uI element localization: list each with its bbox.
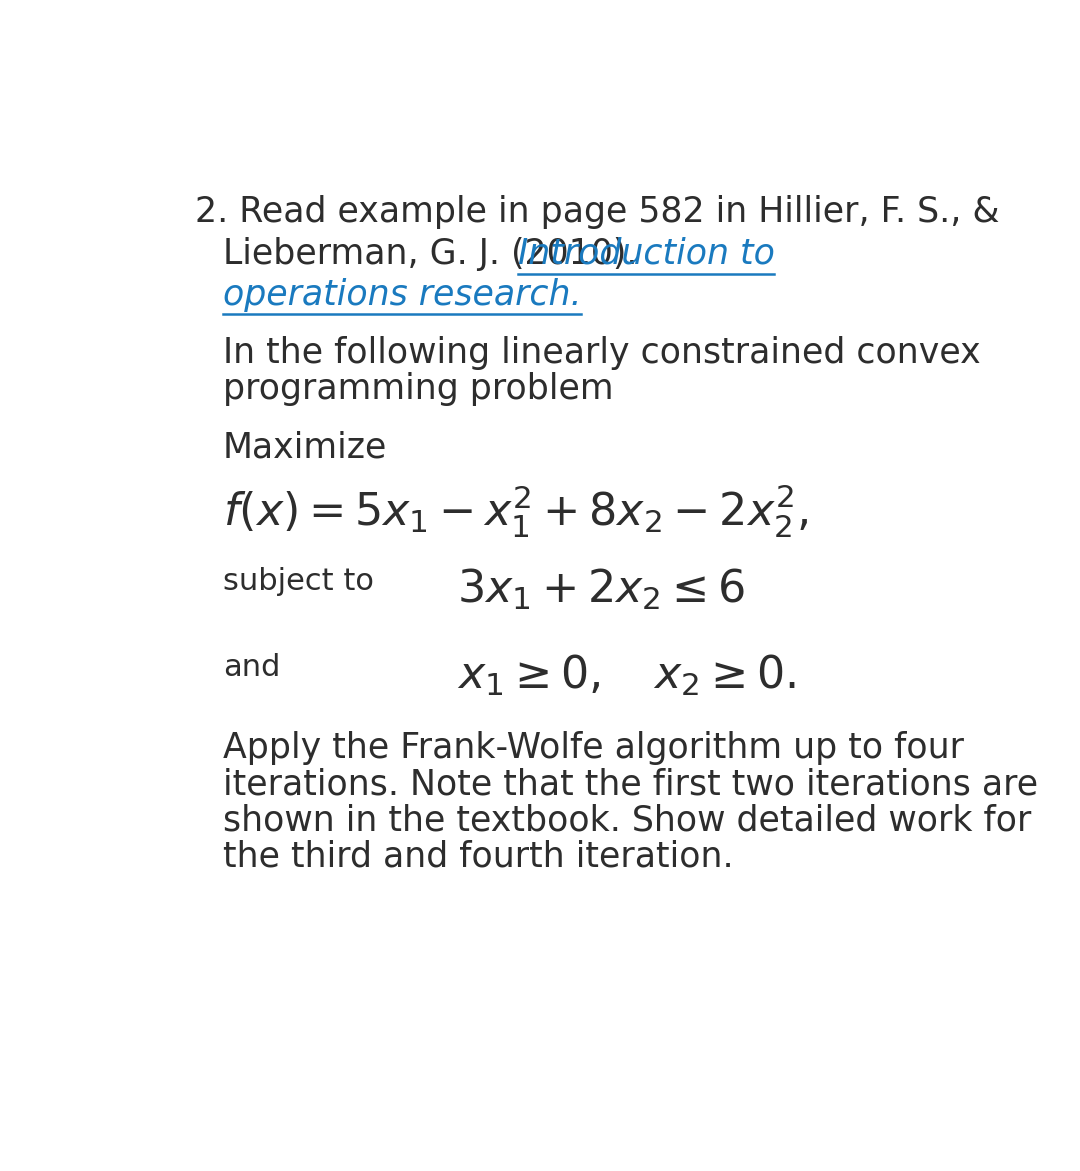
Text: $x_1 \geq 0, \quad x_2 \geq 0.$: $x_1 \geq 0, \quad x_2 \geq 0.$ [457,652,797,698]
Text: subject to: subject to [222,567,374,596]
Text: Lieberman, G. J. (2010).: Lieberman, G. J. (2010). [222,237,648,271]
Text: operations research.: operations research. [222,278,581,311]
Text: $3x_1 + 2x_2 \leq 6$: $3x_1 + 2x_2 \leq 6$ [457,567,745,612]
Text: and: and [222,652,281,682]
Text: 2. Read example in page 582 in Hillier, F. S., &: 2. Read example in page 582 in Hillier, … [195,194,1000,228]
Text: iterations. Note that the first two iterations are: iterations. Note that the first two iter… [222,767,1038,801]
Text: shown in the textbook. Show detailed work for: shown in the textbook. Show detailed wor… [222,803,1031,837]
Text: the third and fourth iteration.: the third and fourth iteration. [222,840,733,874]
Text: Introduction to: Introduction to [517,237,774,271]
Text: Apply the Frank-Wolfe algorithm up to four: Apply the Frank-Wolfe algorithm up to fo… [222,731,963,765]
Text: $f(x) = 5x_1 - x_1^2 + 8x_2 - 2x_2^2,$: $f(x) = 5x_1 - x_1^2 + 8x_2 - 2x_2^2,$ [222,484,808,540]
Text: Maximize: Maximize [222,431,388,465]
Text: In the following linearly constrained convex: In the following linearly constrained co… [222,336,981,370]
Text: programming problem: programming problem [222,372,613,406]
